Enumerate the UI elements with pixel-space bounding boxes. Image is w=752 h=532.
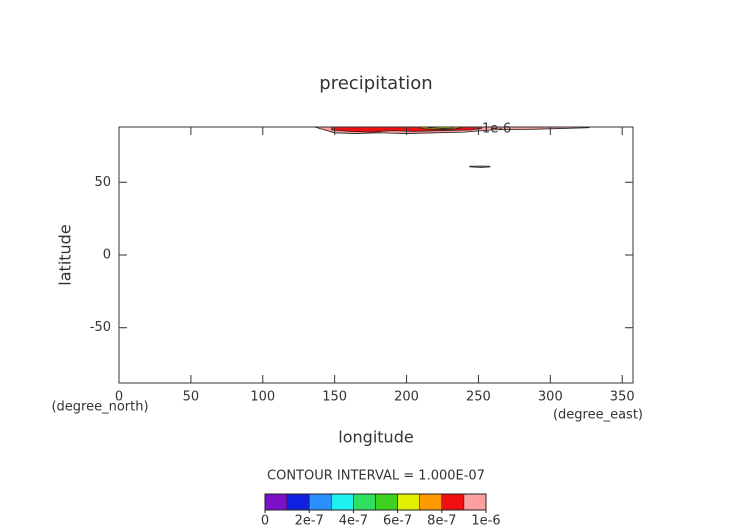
colorbar-tick-label: 8e-7 xyxy=(427,514,456,529)
x-tick-label: 300 xyxy=(538,390,563,405)
x-units: (degree_east) xyxy=(553,408,643,423)
contour-interval: CONTOUR INTERVAL = 1.000E-07 xyxy=(267,469,485,484)
y-units: (degree_north) xyxy=(51,400,148,415)
x-tick-label: 250 xyxy=(466,390,491,405)
colorbar-box xyxy=(397,493,421,511)
colorbar-tick-label: 4e-7 xyxy=(339,514,368,529)
colorbar-tick-label: 1e-6 xyxy=(471,514,500,529)
colorbar-box xyxy=(375,493,398,511)
x-axis-label: longitude xyxy=(338,428,413,447)
colorbar-box xyxy=(286,493,310,511)
x-tick-label: 50 xyxy=(183,390,200,405)
x-tick-label: 200 xyxy=(394,390,419,405)
colorbar-box xyxy=(308,493,332,511)
colorbar-box xyxy=(419,493,443,511)
y-axis-label: latitude xyxy=(56,224,75,285)
colorbar-frame xyxy=(264,493,487,511)
y-tick-label: 0 xyxy=(103,248,111,263)
x-tick-label: 100 xyxy=(250,390,275,405)
colorbar-tick-label: 2e-7 xyxy=(295,514,324,529)
colorbar-box xyxy=(353,493,376,511)
contour-region xyxy=(469,165,491,168)
y-tick-label: -50 xyxy=(90,320,111,335)
x-tick-label: 150 xyxy=(322,390,347,405)
colorbar-box xyxy=(441,493,465,511)
colorbar-box xyxy=(330,493,354,511)
colorbar-tick-label: 0 xyxy=(261,514,269,529)
plot-frame xyxy=(118,126,634,384)
chart-title: precipitation xyxy=(319,73,432,94)
colorbar-box xyxy=(463,493,487,511)
colorbar-tick-label: 6e-7 xyxy=(383,514,412,529)
plot-area xyxy=(314,127,590,168)
colorbar-box xyxy=(264,493,288,511)
x-tick-label: 0 xyxy=(115,390,123,405)
y-tick-label: 50 xyxy=(94,175,111,190)
contour-label: 1e-6 xyxy=(482,122,511,137)
x-tick-label: 350 xyxy=(610,390,635,405)
